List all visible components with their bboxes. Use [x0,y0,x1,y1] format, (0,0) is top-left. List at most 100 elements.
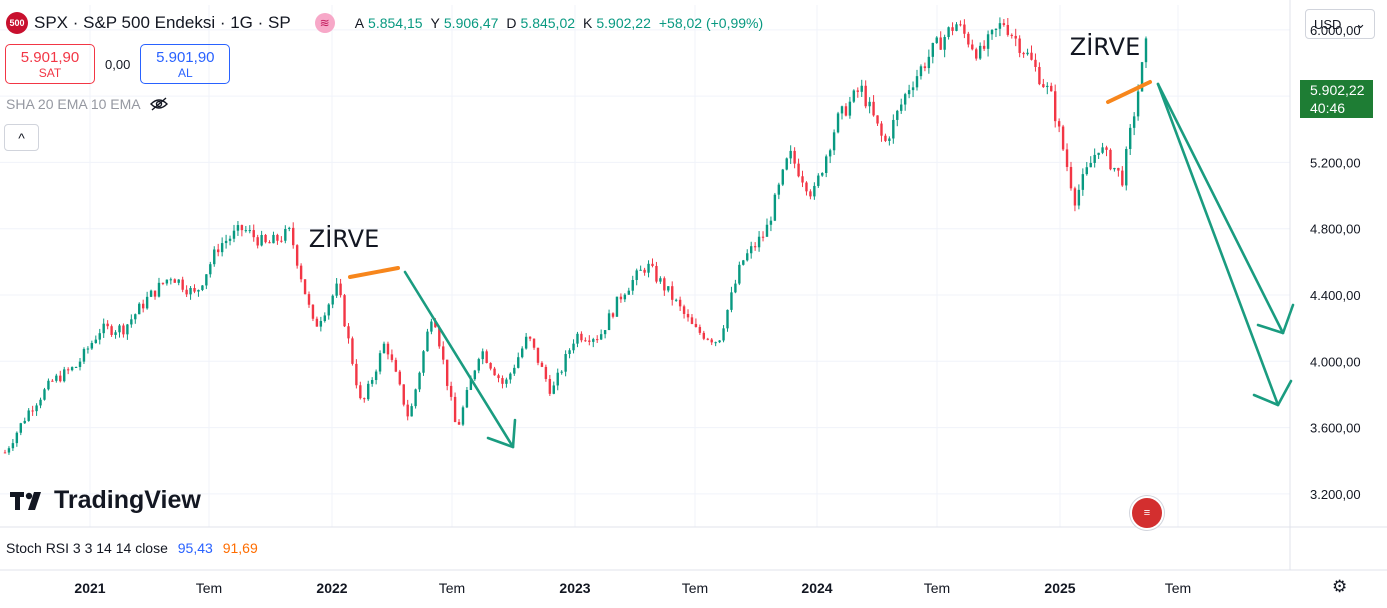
candle-body [556,372,559,386]
candle-body [647,263,650,273]
projection-arrowhead [1252,379,1293,407]
candle-body [347,326,350,339]
x-axis-tick-label: Tem [439,580,465,596]
candle-body [564,353,567,372]
candle-body [607,313,611,331]
candle-body [753,246,757,248]
tradingview-logo[interactable]: TradingView [10,486,201,515]
x-axis-tick-label: Tem [924,580,950,596]
buy-button[interactable]: 5.901,90 AL [140,44,231,84]
candle-body [370,380,374,384]
candle-body [205,274,208,286]
candle-body [70,367,74,371]
candle-body [734,283,737,293]
candle-body [1113,167,1116,170]
candle-body [331,295,334,305]
candle-body [244,230,248,232]
candle-body [1125,148,1128,186]
candle-body [161,282,165,284]
bar-countdown: 40:46 [1310,100,1346,116]
candle-body [339,283,342,296]
candle-body [742,260,745,265]
candle-body [801,176,804,183]
candle-body [900,104,903,111]
candle-body [619,296,623,300]
candle-body [418,372,421,390]
candle-body [730,292,733,310]
candle-body [769,220,773,225]
candle-body [844,106,848,116]
candle-body [552,385,555,394]
candle-body [1069,166,1073,189]
candle-body [15,432,19,444]
candle-body [825,156,828,173]
sell-price: 5.901,90 [20,48,80,66]
candle-body [967,33,970,45]
collapse-legend-button[interactable]: ^ [4,124,39,151]
buy-label: AL [177,65,193,80]
candle-body [694,323,698,327]
y-axis-tick-label: 3.200,00 [1310,487,1361,502]
candle-body [442,346,445,360]
candle-body [1117,167,1120,171]
candle-body [382,343,386,354]
candle-body [469,379,473,390]
candle-body [757,236,761,248]
candle-body [390,354,394,360]
wave-icon[interactable]: ≋ [314,13,335,33]
x-axis-tick-label: 2021 [74,580,105,596]
candle-body [749,246,753,254]
candle-body [1089,162,1092,168]
candle-body [51,380,54,382]
candle-body [145,296,149,309]
candle-body [655,265,658,282]
low-key: D [506,15,517,31]
candle-body [11,443,15,449]
candle-body [848,101,852,116]
candle-body [828,150,832,157]
candle-body [374,371,378,381]
us-flag-icon[interactable]: ≡ [1130,496,1164,530]
candle-body [998,23,1002,29]
candle-body [501,378,504,384]
projection-arrow [1156,82,1285,335]
x-axis-tick-label: Tem [196,580,222,596]
settings-icon[interactable]: ⚙ [1332,577,1348,596]
candle-body [1129,127,1132,149]
candle-body [671,286,674,300]
candle-body [240,225,244,231]
candle-body [457,422,461,425]
candle-body [311,304,315,319]
candle-body [445,359,449,386]
candle-body [485,351,488,363]
candle-body [635,270,638,281]
sell-label: SAT [38,65,62,80]
candle-body [852,90,856,102]
candle-body [959,24,962,26]
eye-hidden-icon[interactable] [149,97,169,111]
candle-body [110,326,113,335]
candle-body [473,370,477,380]
candle-body [955,24,958,31]
stoch-rsi-label[interactable]: Stoch RSI 3 3 14 14 close [6,540,168,556]
candle-body [82,349,86,362]
indicator-label[interactable]: SHA 20 EMA 10 EMA [6,96,141,112]
candle-body [986,34,990,49]
candle-body [118,325,121,333]
y-axis-tick-label: 4.400,00 [1310,288,1361,303]
candle-body [659,278,662,282]
candle-body [994,28,998,31]
symbol-logo-icon[interactable]: 500 [6,12,28,34]
currency-select[interactable]: USD ⌄ [1305,9,1375,39]
candle-body [686,313,690,318]
candle-body [402,384,405,405]
sell-button[interactable]: 5.901,90 SAT [5,44,95,84]
candle-body [524,336,528,349]
candle-body [761,236,765,238]
candle-body [47,380,50,390]
symbol-title[interactable]: SPX · S&P 500 Endeksi · 1G · SP [34,13,291,32]
candle-body [722,328,725,341]
candle-body [31,410,34,412]
